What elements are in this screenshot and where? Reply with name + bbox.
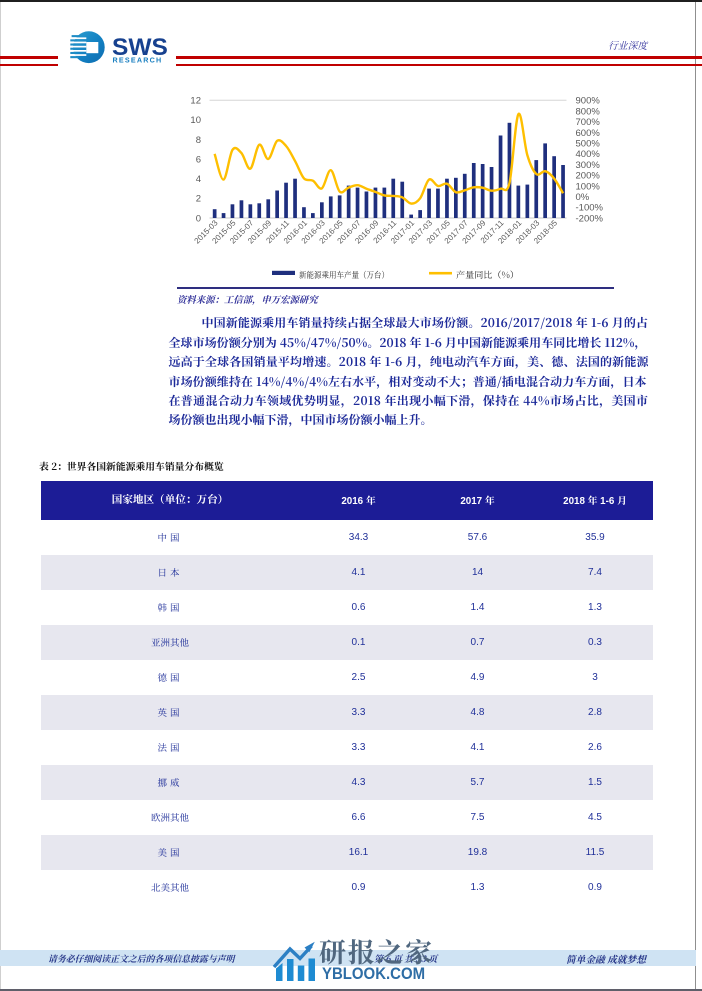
svg-text:400%: 400% — [576, 149, 601, 160]
svg-text:200%: 200% — [576, 171, 601, 182]
svg-text:6: 6 — [196, 154, 201, 165]
svg-text:产量同比（%）: 产量同比（%） — [456, 268, 519, 281]
svg-text:SWS: SWS — [112, 34, 168, 61]
svg-text:0: 0 — [196, 213, 201, 224]
svg-text:700%: 700% — [576, 117, 601, 128]
svg-text:300%: 300% — [576, 160, 601, 171]
svg-text:-100%: -100% — [576, 203, 604, 214]
svg-text:100%: 100% — [576, 181, 601, 192]
svg-text:8: 8 — [196, 135, 201, 146]
svg-text:600%: 600% — [576, 128, 601, 139]
svg-text:2: 2 — [196, 194, 201, 205]
svg-text:500%: 500% — [576, 139, 601, 150]
svg-text:-200%: -200% — [576, 213, 604, 224]
svg-text:RESEARCH: RESEARCH — [113, 55, 163, 64]
svg-text:新能源乘用车产量（万台）: 新能源乘用车产量（万台） — [299, 269, 389, 281]
svg-text:4: 4 — [196, 174, 201, 185]
svg-text:800%: 800% — [576, 106, 601, 117]
svg-text:0%: 0% — [576, 192, 590, 203]
svg-text:900%: 900% — [576, 96, 601, 107]
svg-text:10: 10 — [190, 115, 201, 126]
svg-text:12: 12 — [190, 96, 201, 107]
